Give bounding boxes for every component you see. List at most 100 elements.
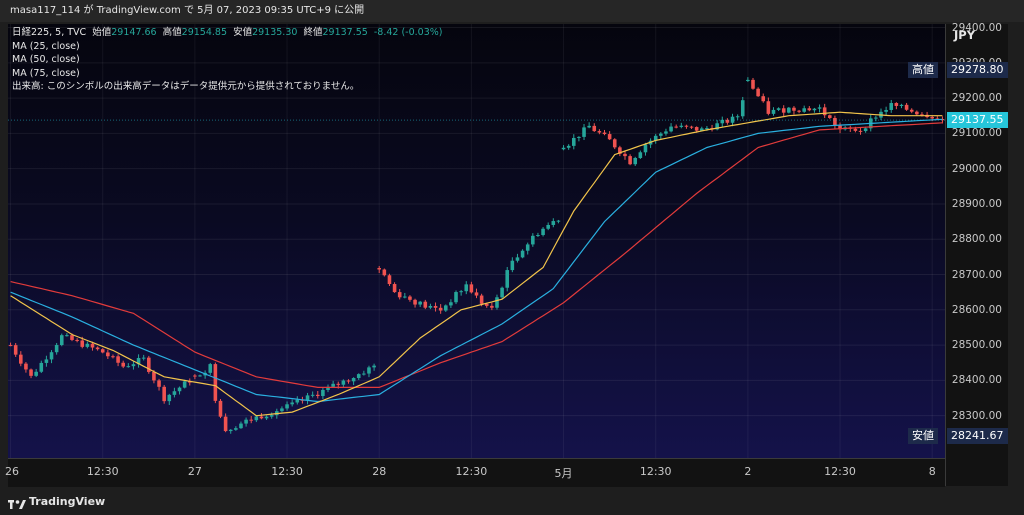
candle-body: [490, 305, 494, 308]
candle-body: [807, 108, 812, 111]
candle-body: [234, 428, 238, 430]
candle-body: [566, 145, 571, 148]
candle-body: [44, 359, 49, 363]
time-tick-label: 5月: [554, 467, 573, 480]
candle-body: [428, 305, 433, 308]
candle-body: [29, 369, 33, 376]
candle-body: [59, 335, 64, 346]
candle-body: [152, 371, 156, 381]
price-tick-label: 29400.00: [951, 21, 1002, 34]
candle-body: [853, 128, 858, 131]
candle-body: [193, 375, 197, 377]
candle-body: [776, 108, 781, 110]
high-label: 高値: [162, 27, 182, 38]
candle-body: [684, 125, 689, 127]
candle-body: [915, 111, 919, 115]
candle-body: [100, 349, 105, 353]
candle-body: [269, 415, 274, 417]
brand-label: TradingView: [29, 495, 106, 508]
candle-body: [479, 295, 484, 304]
candle-body: [418, 301, 422, 305]
candle-body: [106, 352, 110, 357]
ma75-legend[interactable]: MA (75, close): [12, 67, 80, 79]
candle-body: [884, 109, 888, 112]
candle-body: [546, 224, 550, 229]
price-chart[interactable]: [8, 24, 945, 458]
candle-body: [218, 400, 223, 417]
candle-body: [336, 383, 341, 385]
candle-body: [223, 416, 228, 432]
publish-header: masa117_114 が TradingView.com で 5月 07, 2…: [0, 0, 1024, 22]
candle-body: [141, 357, 146, 359]
candle-body: [817, 107, 822, 109]
candle-body: [182, 381, 187, 388]
candle-body: [95, 347, 100, 350]
candle-body: [623, 153, 627, 157]
candle-body: [367, 367, 371, 374]
ma25-legend[interactable]: MA (25, close): [12, 40, 80, 52]
ma75-line: [10, 122, 943, 388]
candle-body: [285, 404, 289, 409]
candle-body: [556, 220, 561, 222]
low-tag-value: 28241.67: [947, 428, 1008, 445]
candle-body: [177, 387, 182, 392]
candle-body: [659, 133, 663, 136]
ma25-line: [10, 111, 943, 417]
candle-body: [577, 136, 581, 138]
candle-body: [792, 107, 796, 111]
candle-body: [740, 100, 745, 117]
ma50-legend[interactable]: MA (50, close): [12, 54, 80, 65]
candle-body: [244, 419, 248, 424]
candle-body: [474, 292, 479, 296]
candle-body: [787, 107, 791, 113]
price-tick-label: 28500.00: [951, 339, 1002, 352]
candle-body: [689, 126, 694, 128]
candle-body: [730, 116, 735, 123]
candle-body: [213, 364, 218, 401]
price-tick-label: 29000.00: [951, 162, 1002, 175]
time-tick-label: 12:30: [271, 465, 303, 478]
candle-body: [909, 109, 914, 112]
candle-body: [331, 383, 335, 387]
candle-body: [116, 356, 120, 363]
candle-body: [295, 399, 300, 403]
candle-body: [65, 335, 69, 337]
low-label: 安値: [233, 27, 253, 38]
candle-body: [705, 128, 709, 130]
candle-body: [940, 119, 945, 121]
candle-body: [387, 275, 392, 285]
candle-body: [111, 356, 115, 358]
candle-body: [310, 394, 315, 396]
time-tick-label: 12:30: [639, 465, 672, 478]
candle-body: [315, 394, 320, 397]
candle-body: [587, 125, 591, 128]
candle-body: [438, 307, 443, 311]
candle-body: [280, 408, 284, 412]
candle-body: [838, 125, 842, 130]
candle-body: [889, 103, 894, 110]
candle-body: [582, 127, 586, 137]
candle-body: [822, 107, 827, 116]
candle-body: [147, 357, 151, 372]
price-tick-label: 28700.00: [951, 268, 1002, 281]
chart-plot[interactable]: 日経225, 5, TVC 始値29147.66 高値29154.85 安値29…: [8, 24, 945, 458]
candle-body: [515, 257, 520, 261]
candle-body: [761, 96, 766, 102]
time-axis[interactable]: 26 12:30 27 12:30 28 12:30 5月 12:30 2 12:30 8: [5, 458, 945, 487]
candle-body: [746, 79, 750, 82]
candle-body: [39, 362, 44, 372]
high-value: 29154.85: [181, 27, 228, 38]
candle-body: [638, 152, 643, 158]
high-tag-label: 高値: [908, 62, 938, 79]
candle-body: [643, 144, 648, 153]
candle-body: [198, 375, 202, 377]
time-tick-label: 27: [187, 465, 202, 478]
price-axis[interactable]: JPY 28300.00 28400.00 28500.00 28600.00 2870…: [945, 21, 1008, 486]
candle-body: [443, 305, 448, 311]
candle-body: [208, 364, 213, 373]
candle-body: [259, 416, 264, 419]
candle-body: [802, 108, 806, 112]
candle-body: [449, 302, 453, 306]
candle-body: [771, 109, 776, 114]
candle-body: [249, 419, 254, 421]
